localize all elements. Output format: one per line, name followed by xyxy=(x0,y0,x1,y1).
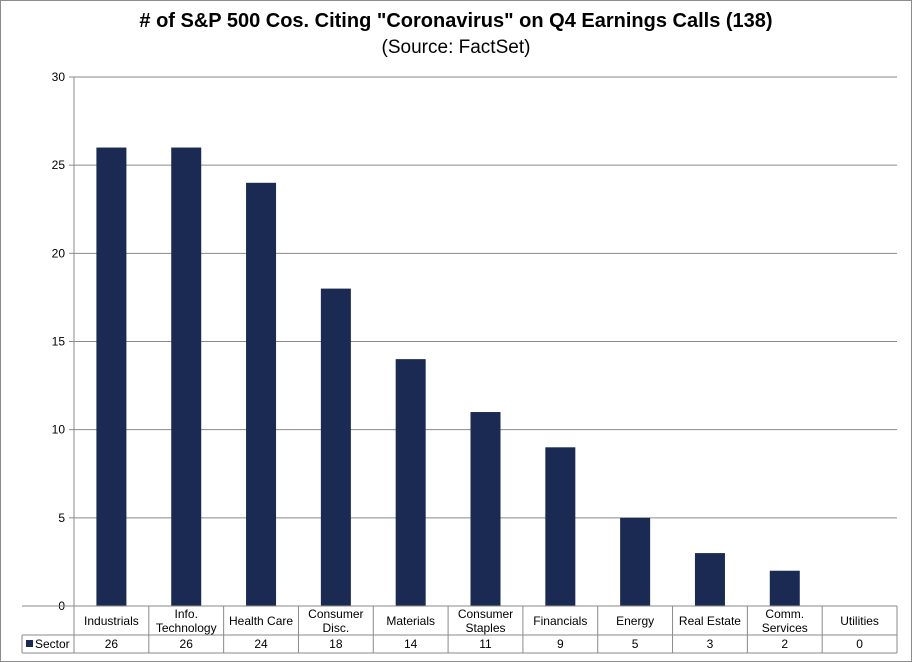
data-label: 3 xyxy=(707,637,714,651)
x-category-label: Disc. xyxy=(323,621,350,635)
bar xyxy=(694,553,725,606)
x-category-label: Financials xyxy=(533,614,587,628)
data-label: 11 xyxy=(479,637,492,651)
data-label: 26 xyxy=(105,637,119,651)
x-category-label: Staples xyxy=(465,621,505,635)
bar xyxy=(769,570,800,606)
data-label: 14 xyxy=(404,637,418,651)
bar xyxy=(545,447,576,606)
y-tick-label: 10 xyxy=(52,423,66,437)
bar xyxy=(320,288,351,606)
x-category-label: Health Care xyxy=(229,614,293,628)
data-label: 5 xyxy=(632,637,639,651)
x-category-label: Industrials xyxy=(84,614,139,628)
data-label: 0 xyxy=(856,637,863,651)
x-category-label: Technology xyxy=(156,621,217,635)
y-tick-label: 25 xyxy=(52,158,66,172)
x-category-label: Consumer xyxy=(458,607,513,621)
x-category-label: Info. xyxy=(175,607,198,621)
data-label: 9 xyxy=(557,637,564,651)
x-category-label: Utilities xyxy=(840,614,879,628)
bar xyxy=(395,359,426,606)
bar xyxy=(470,412,501,606)
y-tick-label: 30 xyxy=(52,70,66,84)
x-category-label: Services xyxy=(762,621,808,635)
data-label: 24 xyxy=(254,637,268,651)
data-label: 18 xyxy=(329,637,343,651)
x-category-label: Real Estate xyxy=(679,614,741,628)
x-category-label: Energy xyxy=(616,614,654,628)
bar xyxy=(96,147,127,607)
bar xyxy=(246,182,277,607)
x-category-label: Consumer xyxy=(308,607,363,621)
y-tick-label: 15 xyxy=(52,335,66,349)
y-tick-label: 5 xyxy=(58,511,65,525)
x-category-label: Materials xyxy=(386,614,435,628)
chart-subtitle: (Source: FactSet) xyxy=(381,37,531,58)
legend-swatch xyxy=(26,640,33,647)
bar xyxy=(171,147,202,607)
legend-label: Sector xyxy=(35,637,70,651)
data-label: 2 xyxy=(781,637,788,651)
y-tick-label: 20 xyxy=(52,246,66,260)
data-label: 26 xyxy=(180,637,194,651)
bar xyxy=(620,517,651,606)
chart-title: # of S&P 500 Cos. Citing "Coronavirus" o… xyxy=(139,10,773,32)
x-category-label: Comm. xyxy=(765,607,804,621)
